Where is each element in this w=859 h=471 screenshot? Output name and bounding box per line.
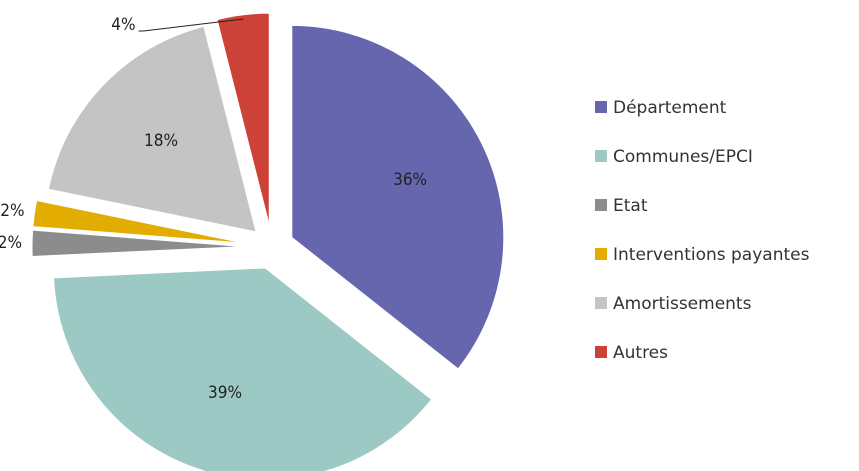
data-label: 2%	[0, 201, 24, 221]
leader-line	[138, 18, 244, 32]
legend-label: Communes/EPCI	[613, 147, 753, 167]
data-label: 4%	[111, 15, 135, 35]
legend-label: Autres	[613, 343, 668, 363]
data-label: 2%	[0, 233, 22, 253]
pie-slice	[32, 199, 245, 244]
data-label: 36%	[393, 170, 427, 190]
legend-swatch	[595, 150, 607, 162]
pie-slice	[52, 267, 433, 471]
legend-label: Amortissements	[613, 294, 752, 314]
legend-swatch	[595, 248, 607, 260]
legend-swatch	[595, 101, 607, 113]
legend-label: Etat	[613, 196, 648, 216]
legend-swatch	[595, 199, 607, 211]
pie-slice	[216, 12, 270, 226]
data-label: 18%	[144, 131, 178, 151]
legend-label: Interventions payantes	[613, 245, 810, 265]
legend-label: Département	[613, 98, 727, 118]
data-label: 39%	[208, 383, 242, 403]
pie-slice	[291, 24, 505, 370]
pie-slice	[47, 25, 257, 233]
legend-swatch	[595, 297, 607, 309]
pie-slice	[31, 229, 245, 257]
legend-swatch	[595, 346, 607, 358]
